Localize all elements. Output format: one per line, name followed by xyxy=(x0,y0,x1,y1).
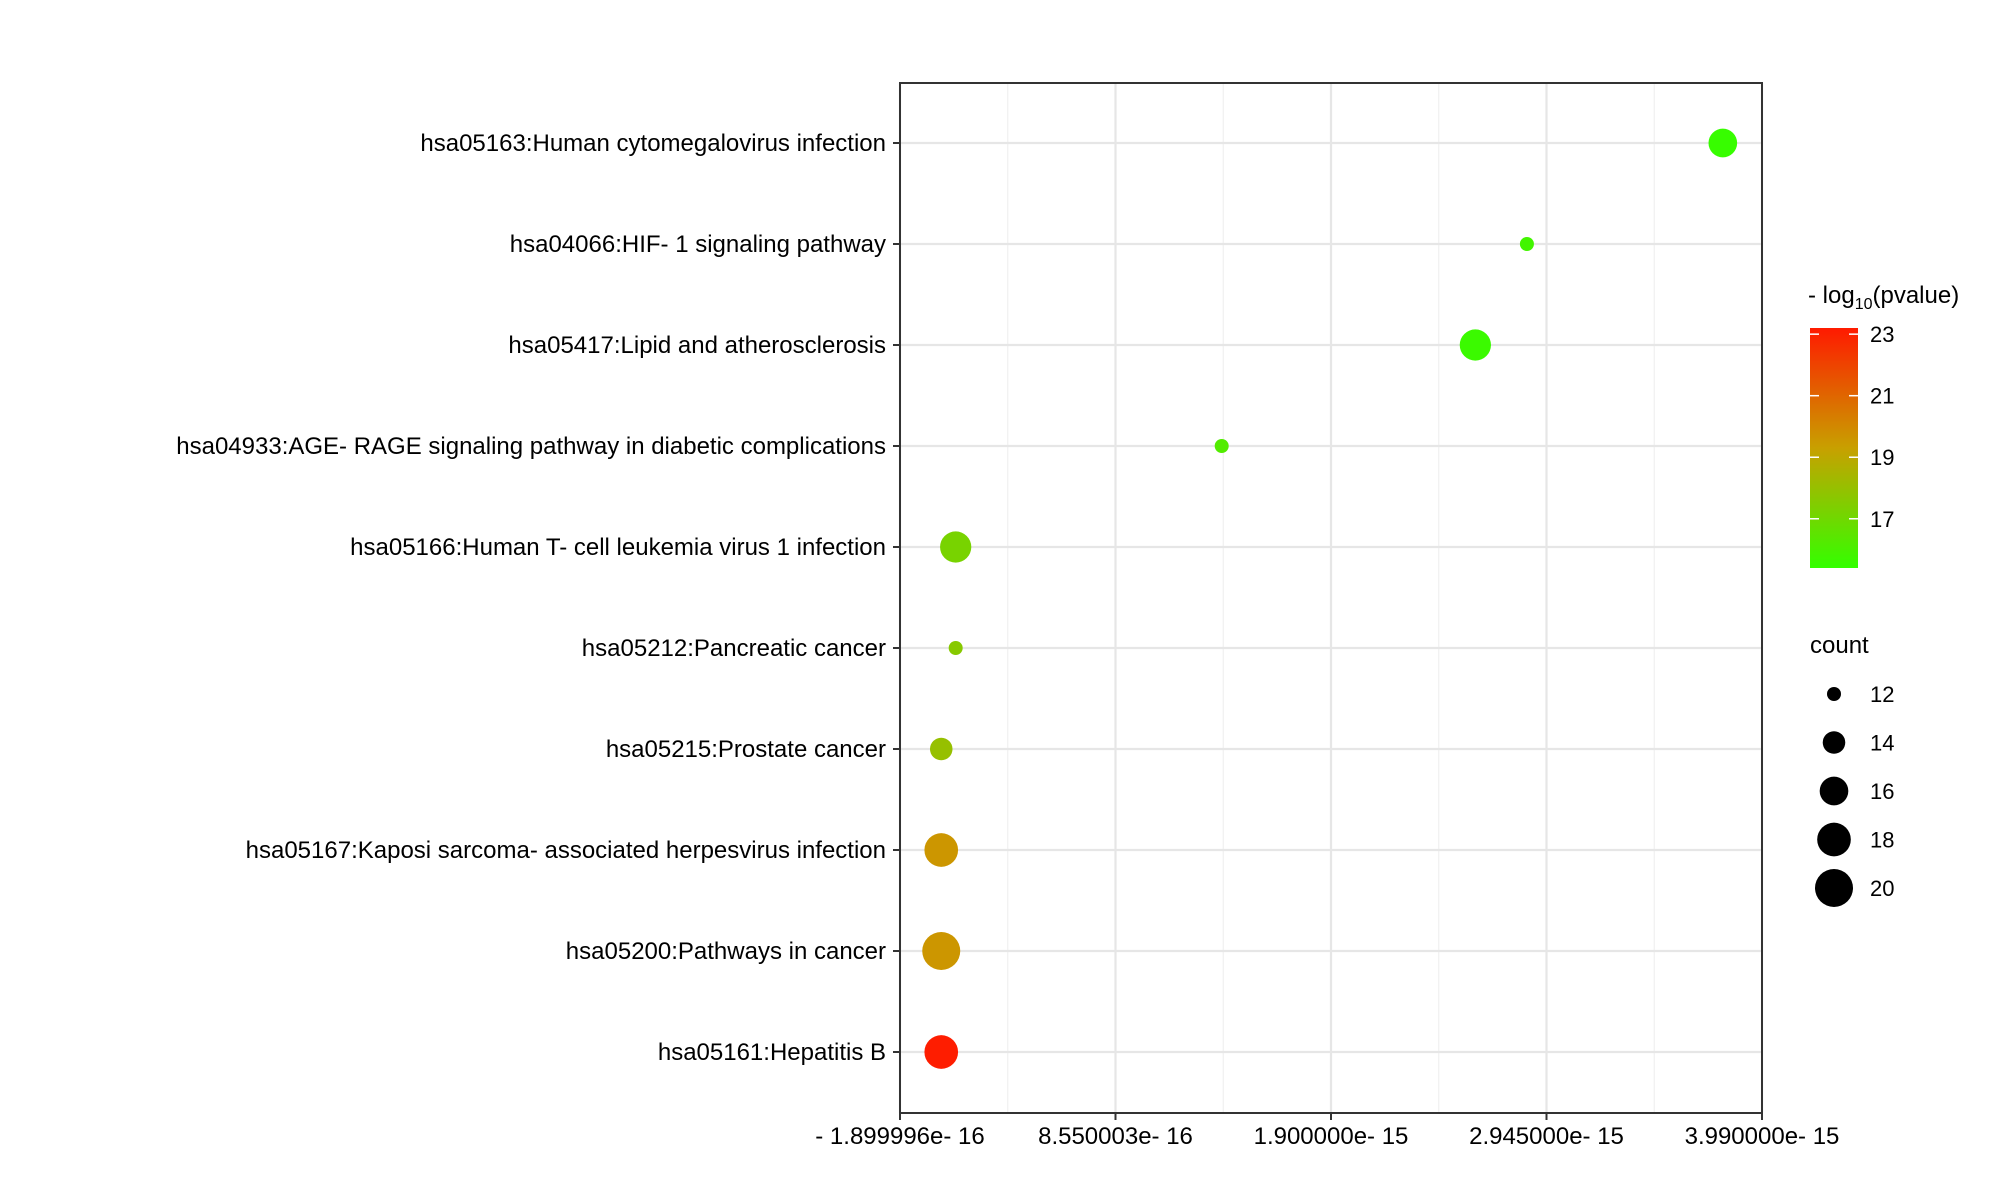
x-tick-label: 1.900000e- 15 xyxy=(1254,1123,1409,1150)
size-legend-label: 20 xyxy=(1870,876,1894,901)
data-point xyxy=(1519,237,1534,251)
x-tick-label: 3.990000e- 15 xyxy=(1685,1123,1840,1150)
data-point xyxy=(1459,329,1491,361)
size-legend-symbol xyxy=(1815,869,1853,907)
data-point xyxy=(929,737,953,761)
size-legend-label: 12 xyxy=(1870,682,1894,707)
y-tick-label: hsa04066:HIF- 1 signaling pathway xyxy=(510,231,886,258)
x-tick-label: - 1.899996e- 16 xyxy=(815,1123,984,1150)
data-point xyxy=(1214,439,1229,453)
y-tick-label: hsa04933:AGE- RAGE signaling pathway in … xyxy=(176,433,886,460)
color-bar xyxy=(1810,328,1858,568)
data-point xyxy=(924,833,959,867)
data-point xyxy=(1708,128,1738,158)
data-point xyxy=(922,932,961,970)
size-legend-symbol xyxy=(1827,687,1841,701)
x-tick-label: 2.945000e- 15 xyxy=(1469,1123,1624,1150)
y-axis-labels: hsa05163:Human cytomegalovirus infection… xyxy=(176,130,900,1066)
color-bar-label: 17 xyxy=(1870,507,1894,532)
color-bar-ticks: 23 21 19 17 xyxy=(1810,322,1894,532)
size-legend-symbol xyxy=(1817,822,1851,857)
data-point xyxy=(948,641,963,655)
size-legend-label: 16 xyxy=(1870,779,1894,804)
data-points xyxy=(922,128,1738,1069)
y-tick-label: hsa05167:Kaposi sarcoma- associated herp… xyxy=(246,837,886,864)
color-legend-title: - log10(pvalue) xyxy=(1808,282,1959,313)
size-legend-label: 14 xyxy=(1870,731,1894,756)
color-bar-label: 19 xyxy=(1870,445,1894,470)
color-legend: - log10(pvalue) 23 21 19 17 xyxy=(1808,282,1959,568)
y-tick-label: hsa05215:Prostate cancer xyxy=(606,736,886,763)
data-point xyxy=(940,531,972,563)
size-legend: count 12 14 16 18 20 xyxy=(1810,632,1894,907)
x-axis-labels: - 1.899996e- 16 8.550003e- 16 1.900000e- 1… xyxy=(815,1113,1839,1150)
y-tick-label: hsa05212:Pancreatic cancer xyxy=(582,635,886,662)
color-bar-label: 21 xyxy=(1870,384,1894,409)
x-tick-label: 8.550003e- 16 xyxy=(1038,1123,1193,1150)
size-legend-items: 12 14 16 18 20 xyxy=(1815,682,1894,907)
color-bar-label: 23 xyxy=(1870,322,1894,347)
data-point xyxy=(924,1035,959,1069)
y-tick-label: hsa05200:Pathways in cancer xyxy=(566,938,886,965)
y-tick-label: hsa05163:Human cytomegalovirus infection xyxy=(420,130,886,157)
y-tick-label: hsa05161:Hepatitis B xyxy=(658,1039,886,1066)
size-legend-symbol xyxy=(1822,731,1846,754)
size-legend-label: 18 xyxy=(1870,828,1894,853)
y-tick-label: hsa05166:Human T- cell leukemia virus 1 … xyxy=(350,534,886,561)
y-tick-label: hsa05417:Lipid and atherosclerosis xyxy=(508,332,886,359)
size-legend-symbol xyxy=(1819,776,1849,806)
size-legend-title: count xyxy=(1810,632,1869,659)
